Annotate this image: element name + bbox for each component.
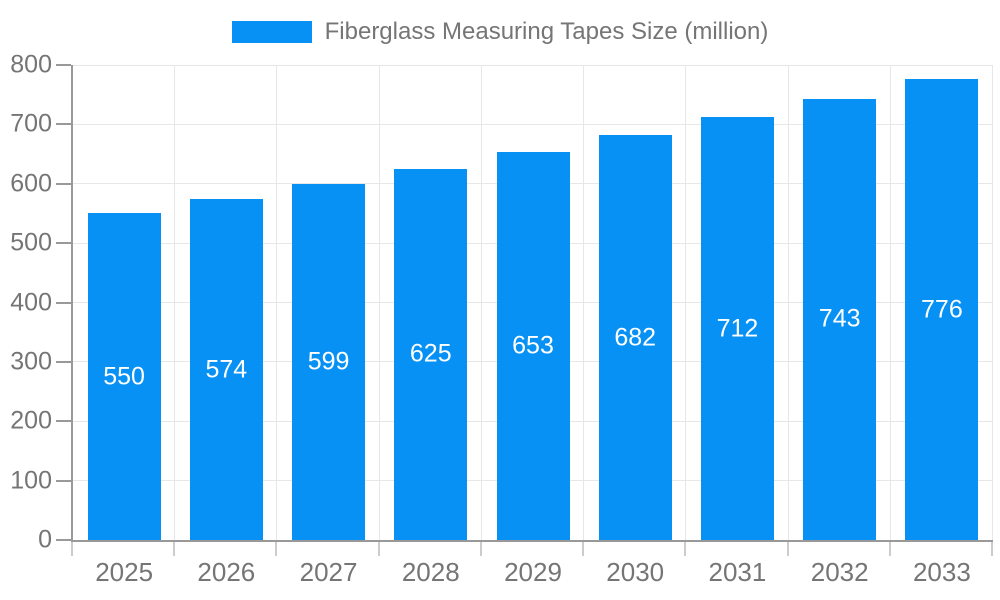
y-tick-label: 100 (10, 466, 52, 495)
y-tick-label: 700 (10, 109, 52, 138)
x-tick-label: 2030 (606, 557, 665, 587)
bar-2026[interactable]: 574 (189, 199, 263, 540)
x-tick-mark (275, 542, 278, 556)
y-tick-label: 400 (10, 288, 52, 316)
x-tick-label: 2029 (504, 557, 562, 587)
bar-value-label: 743 (818, 304, 861, 333)
legend-swatch-icon (231, 21, 312, 43)
x-tick-mark (173, 542, 176, 556)
y-tick-label: 500 (10, 228, 52, 257)
x-tick-mark (377, 542, 380, 556)
y-tick-mark (56, 479, 71, 482)
x-gridline (787, 65, 789, 540)
bar-value-label: 550 (103, 362, 145, 391)
x-tick-label: 2028 (401, 557, 460, 587)
bar-value-label: 653 (512, 331, 554, 360)
plot-area: 0 100 200 300 400 500 600 700 800 2025 2026 2027 202… (10, 51, 993, 587)
bar-value-label: 599 (307, 347, 350, 376)
bar-2031[interactable]: 712 (700, 117, 774, 540)
bar-2028[interactable]: 625 (394, 168, 468, 540)
x-tick-label: 2025 (95, 557, 154, 587)
y-tick-mark (56, 64, 71, 66)
bar-2030[interactable]: 682 (598, 135, 672, 540)
x-tick-label: 2031 (708, 557, 767, 587)
x-gridline (992, 65, 993, 540)
bar-2025[interactable]: 550 (87, 213, 161, 540)
x-tick-label: 2033 (912, 557, 971, 587)
y-gridline (73, 123, 993, 125)
bar-2029[interactable]: 653 (496, 152, 570, 540)
x-gridline (378, 65, 380, 540)
x-tick-mark (479, 542, 482, 556)
y-tick-mark (56, 301, 71, 304)
legend[interactable]: Fiberglass Measuring Tapes Size (million… (0, 18, 1000, 46)
bar-2033[interactable]: 776 (905, 79, 979, 540)
x-tick-mark (786, 542, 789, 556)
x-gridline (174, 65, 176, 540)
y-tick-mark (56, 360, 71, 363)
x-tick-label: 2032 (810, 557, 869, 587)
x-tick-mark (582, 542, 585, 556)
x-tick-label: 2026 (197, 557, 256, 587)
x-tick-mark (991, 542, 993, 556)
x-gridline (480, 65, 482, 540)
x-tick-mark (684, 542, 687, 556)
x-tick-mark (71, 542, 73, 556)
y-tick-mark (56, 420, 71, 423)
bar-value-label: 574 (205, 355, 248, 384)
x-tick-mark (888, 542, 891, 556)
y-tick-mark (56, 539, 71, 541)
y-tick-mark (56, 242, 71, 245)
x-gridline (889, 65, 891, 540)
bar-value-label: 625 (409, 339, 452, 368)
y-tick-label: 800 (10, 50, 52, 79)
bar-value-label: 776 (921, 295, 963, 324)
legend-label: Fiberglass Measuring Tapes Size (million… (324, 18, 769, 45)
x-tick-label: 2027 (299, 557, 358, 587)
x-axis-line (71, 540, 993, 542)
y-gridline (73, 64, 993, 66)
bar-value-label: 712 (716, 314, 759, 343)
x-gridline (583, 65, 585, 540)
y-tick-mark (56, 123, 71, 126)
y-tick-mark (56, 182, 71, 185)
x-gridline (276, 65, 278, 540)
bar-value-label: 682 (614, 323, 657, 352)
y-tick-label: 0 (38, 525, 52, 554)
bar-2032[interactable]: 743 (803, 98, 877, 540)
x-gridline (685, 65, 687, 540)
y-tick-label: 300 (10, 347, 52, 376)
y-tick-label: 600 (10, 169, 52, 198)
y-tick-label: 200 (10, 406, 52, 435)
y-axis-line (71, 65, 73, 542)
bar-2027[interactable]: 599 (292, 184, 366, 540)
